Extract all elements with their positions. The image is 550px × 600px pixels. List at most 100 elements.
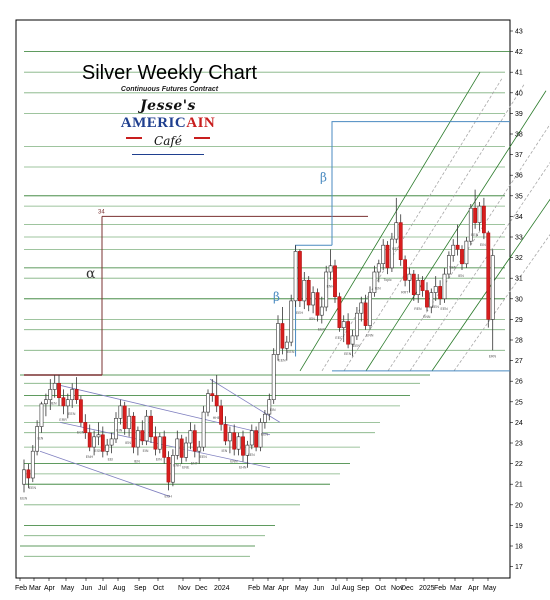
- logo-line-3: Café: [154, 134, 182, 148]
- candle-body-57: [271, 354, 276, 400]
- candle-body-15: [87, 432, 92, 448]
- y-tick-label-33: 33: [515, 235, 523, 242]
- candle-body-81: [376, 263, 381, 273]
- candle-body-8: [57, 382, 61, 398]
- x-tick-label-2: Apr: [44, 585, 56, 592]
- candle-note-1: EEN: [29, 486, 37, 490]
- candle-note-30: IEN: [309, 317, 315, 321]
- candle-note-43: EEN: [432, 305, 440, 309]
- logo-line-1: Jesse's: [140, 98, 196, 114]
- candle-body-41: [201, 411, 206, 448]
- candle-body-101: [464, 240, 469, 265]
- candle-note-6: ECN: [77, 431, 85, 435]
- candle-body-36: [179, 438, 184, 458]
- x-tick-label-18: Aug: [342, 585, 355, 592]
- candle-body-70: [328, 265, 333, 273]
- candle-note-2: IEN: [38, 437, 44, 441]
- candle-body-12: [74, 389, 79, 400]
- x-tick-label-8: Oct: [153, 585, 164, 592]
- candle-note-47: EEN: [471, 233, 479, 237]
- candle-body-97: [446, 255, 451, 275]
- candle-body-4: [39, 403, 44, 427]
- candle-note-22: ENN: [230, 459, 238, 463]
- candle-note-4: ERR: [59, 418, 67, 422]
- x-tick-label-22: Dec: [401, 585, 414, 592]
- candle-body-47: [228, 432, 232, 442]
- candle-body-65: [306, 279, 311, 306]
- candle-body-49: [236, 436, 241, 450]
- candle-body-24: [127, 415, 132, 429]
- candle-note-12: IEN: [134, 459, 140, 463]
- candle-body-42: [206, 393, 210, 413]
- y-tick-label-26: 26: [515, 379, 523, 386]
- candle-note-23: EHN: [239, 466, 247, 470]
- candle-body-22: [118, 405, 123, 419]
- candle-note-27: EEN: [278, 358, 286, 362]
- candle-note-0: EEN: [20, 496, 28, 500]
- candle-body-17: [96, 434, 101, 438]
- logo-line-2: AMERICAIN: [118, 115, 218, 132]
- candle-body-68: [319, 306, 324, 316]
- x-tick-label-0: Feb: [15, 585, 27, 592]
- candle-note-25: EEN: [261, 433, 269, 437]
- y-tick-label-31: 31: [515, 276, 523, 283]
- channel-line-0: [299, 71, 481, 372]
- candle-body-76: [354, 312, 359, 337]
- beta-label-upper: β: [320, 170, 327, 184]
- y-tick-label-32: 32: [515, 255, 523, 262]
- x-tick-label-12: Feb: [248, 585, 260, 592]
- candle-note-35: EEN: [353, 344, 361, 348]
- x-tick-label-25: Mar: [450, 585, 463, 592]
- candle-body-102: [468, 207, 473, 242]
- candle-body-63: [297, 251, 302, 302]
- channel-line-6: [431, 198, 550, 372]
- x-tick-label-11: 2024: [214, 585, 230, 592]
- candle-body-26: [136, 430, 140, 448]
- candle-note-37: IEN: [375, 286, 381, 290]
- candle-body-71: [333, 265, 337, 297]
- chart-subtitle: Continuous Futures Contract: [120, 86, 219, 93]
- candle-body-9: [61, 397, 66, 407]
- y-tick-label-42: 42: [515, 49, 523, 56]
- candle-note-9: EEI: [108, 457, 114, 461]
- candle-note-45: EEN: [449, 266, 457, 270]
- candle-body-3: [35, 426, 40, 452]
- y-tick-label-28: 28: [515, 338, 523, 345]
- candle-note-16: ENH: [173, 464, 181, 468]
- candle-note-38: Topic: [384, 278, 392, 282]
- candle-body-29: [149, 415, 153, 438]
- candle-note-14: EIN: [156, 457, 162, 461]
- candle-note-28: EEN: [287, 350, 295, 354]
- y-tick-label-38: 38: [515, 132, 523, 139]
- beta-label-lower: β: [273, 290, 280, 304]
- candle-body-13: [79, 399, 83, 423]
- candle-body-53: [254, 430, 259, 448]
- candle-body-92: [425, 290, 429, 308]
- candle-body-34: [171, 455, 175, 483]
- candle-note-34: EEN: [344, 352, 352, 356]
- beta-upper-box: [331, 121, 510, 246]
- candle-body-14: [83, 422, 88, 433]
- x-tick-label-21: Nov: [391, 585, 404, 592]
- candle-note-13: EIN: [143, 449, 149, 453]
- x-tick-label-20: Oct: [375, 585, 386, 592]
- candle-body-16: [92, 436, 97, 448]
- candle-body-25: [131, 415, 136, 448]
- y-tick-label-41: 41: [515, 70, 523, 77]
- candle-body-82: [381, 244, 386, 264]
- y-tick-label-37: 37: [515, 152, 523, 159]
- y-tick-label-39: 39: [515, 111, 523, 118]
- candle-body-31: [157, 436, 162, 450]
- candle-note-10: EIN: [116, 429, 122, 433]
- candle-body-107: [490, 255, 495, 320]
- candle-body-80: [372, 271, 377, 293]
- channel-line-7: [453, 233, 550, 372]
- candle-body-7: [52, 382, 57, 390]
- logo-line-2a: AMERIC: [120, 115, 187, 131]
- candle-body-87: [403, 259, 408, 281]
- alpha-label: α: [86, 266, 96, 282]
- logo-line-2b: AIN: [186, 115, 216, 131]
- candle-body-79: [368, 292, 372, 326]
- candle-body-106: [486, 232, 491, 320]
